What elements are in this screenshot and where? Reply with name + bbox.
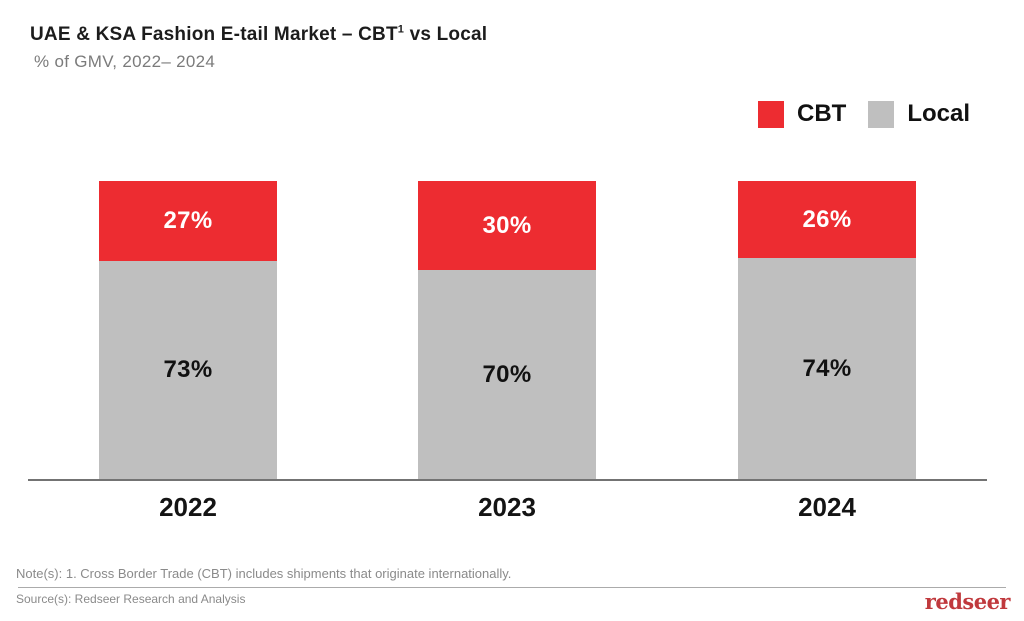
footnote-superscript: 1 [397, 23, 405, 36]
legend-swatch-local [868, 100, 895, 128]
legend: CBT Local [757, 100, 970, 128]
bar-2024: 26% 74% [738, 181, 916, 479]
legend-label: Local [907, 100, 970, 127]
redseer-logo: redseer [924, 589, 1011, 614]
segment-cbt-2022: 27% [99, 181, 277, 262]
segment-local-2023: 70% [418, 270, 596, 479]
legend-item-cbt: CBT [757, 100, 847, 128]
legend-label: CBT [796, 100, 847, 127]
x-axis-line [28, 479, 987, 481]
segment-local-2022: 73% [99, 261, 277, 479]
x-axis-label-2024: 2024 [798, 492, 856, 522]
chart-title-text: UAE & KSA Fashion E-tail Market – CBT [30, 24, 398, 45]
x-axis-label-2022: 2022 [159, 492, 217, 522]
footnote: Note(s): 1. Cross Border Trade (CBT) inc… [16, 566, 512, 581]
segment-cbt-2024: 26% [738, 181, 916, 259]
x-axis-label-2023: 2023 [478, 492, 536, 522]
legend-item-local: Local [868, 100, 970, 128]
chart-subtitle: % of GMV, 2022– 2024 [34, 52, 216, 71]
segment-local-2024: 74% [738, 258, 916, 479]
bar-2022: 27% 73% [99, 181, 277, 479]
legend-swatch-cbt [757, 100, 784, 128]
bar-2023: 30% 70% [418, 181, 596, 479]
footer-divider [18, 587, 1006, 588]
source-note: Source(s): Redseer Research and Analysis [16, 592, 246, 606]
chart-title-suffix: vs Local [404, 24, 488, 45]
segment-cbt-2023: 30% [418, 181, 596, 271]
chart-title: UAE & KSA Fashion E-tail Market – CBT1 v… [30, 24, 487, 46]
